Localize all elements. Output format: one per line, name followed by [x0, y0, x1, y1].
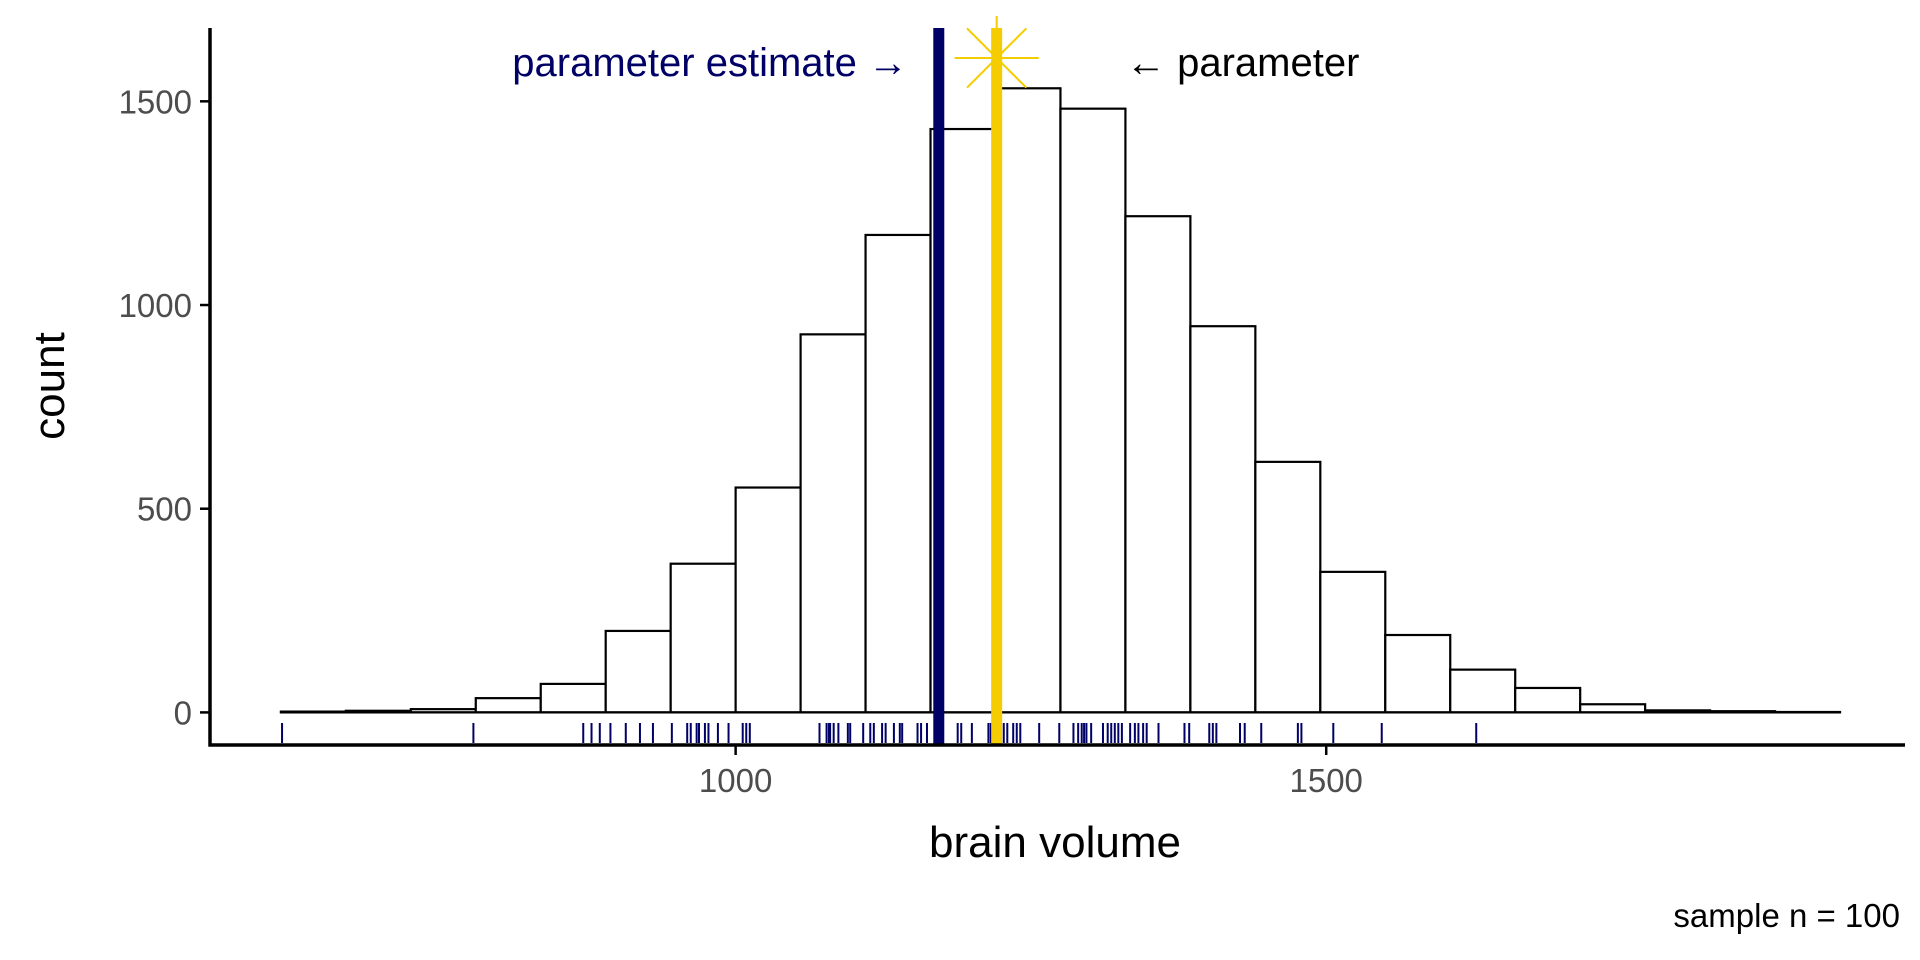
estimate-annotation: parameter estimate → [512, 41, 908, 85]
histogram-bar [604, 629, 672, 714]
parameter-star-ray [966, 27, 1028, 89]
x-axis-title: brain volume [929, 818, 1181, 867]
histogram-bars [279, 87, 1842, 714]
histogram-bar [799, 333, 867, 714]
histogram-bar [1514, 686, 1582, 714]
axes [208, 28, 1905, 747]
y-axis-title: count [25, 332, 74, 440]
histogram-bar [864, 233, 932, 714]
x-tick-label: 1500 [1290, 762, 1363, 799]
histogram-bar [994, 87, 1062, 714]
histogram-bar [1189, 325, 1257, 714]
histogram-bar [1059, 107, 1127, 714]
histogram-bar [669, 562, 737, 714]
histogram-bar [539, 682, 607, 714]
y-tick-label: 1500 [119, 83, 192, 120]
histogram-bar [1319, 570, 1387, 714]
parameter-annotation: ← parameter [1126, 41, 1359, 85]
y-tick-label: 1000 [119, 287, 192, 324]
y-tick-label: 500 [137, 491, 192, 528]
histogram-bar [1384, 633, 1452, 714]
caption: sample n = 100 [1673, 897, 1900, 934]
histogram-bar [734, 486, 802, 714]
reference-lines [933, 16, 1039, 745]
histogram-bar [1579, 703, 1647, 714]
histogram-bar [1124, 215, 1192, 714]
axis-ticks: 0 500 1000 1500 1000 1500 [119, 83, 1363, 799]
rug-marks [281, 723, 1478, 743]
histogram-bar [1254, 460, 1322, 714]
parameter-star-icon [954, 16, 1039, 100]
histogram-bar [474, 697, 542, 714]
histogram-bar [1449, 668, 1517, 714]
y-tick-label: 0 [174, 694, 192, 731]
x-tick-label: 1000 [699, 762, 772, 799]
